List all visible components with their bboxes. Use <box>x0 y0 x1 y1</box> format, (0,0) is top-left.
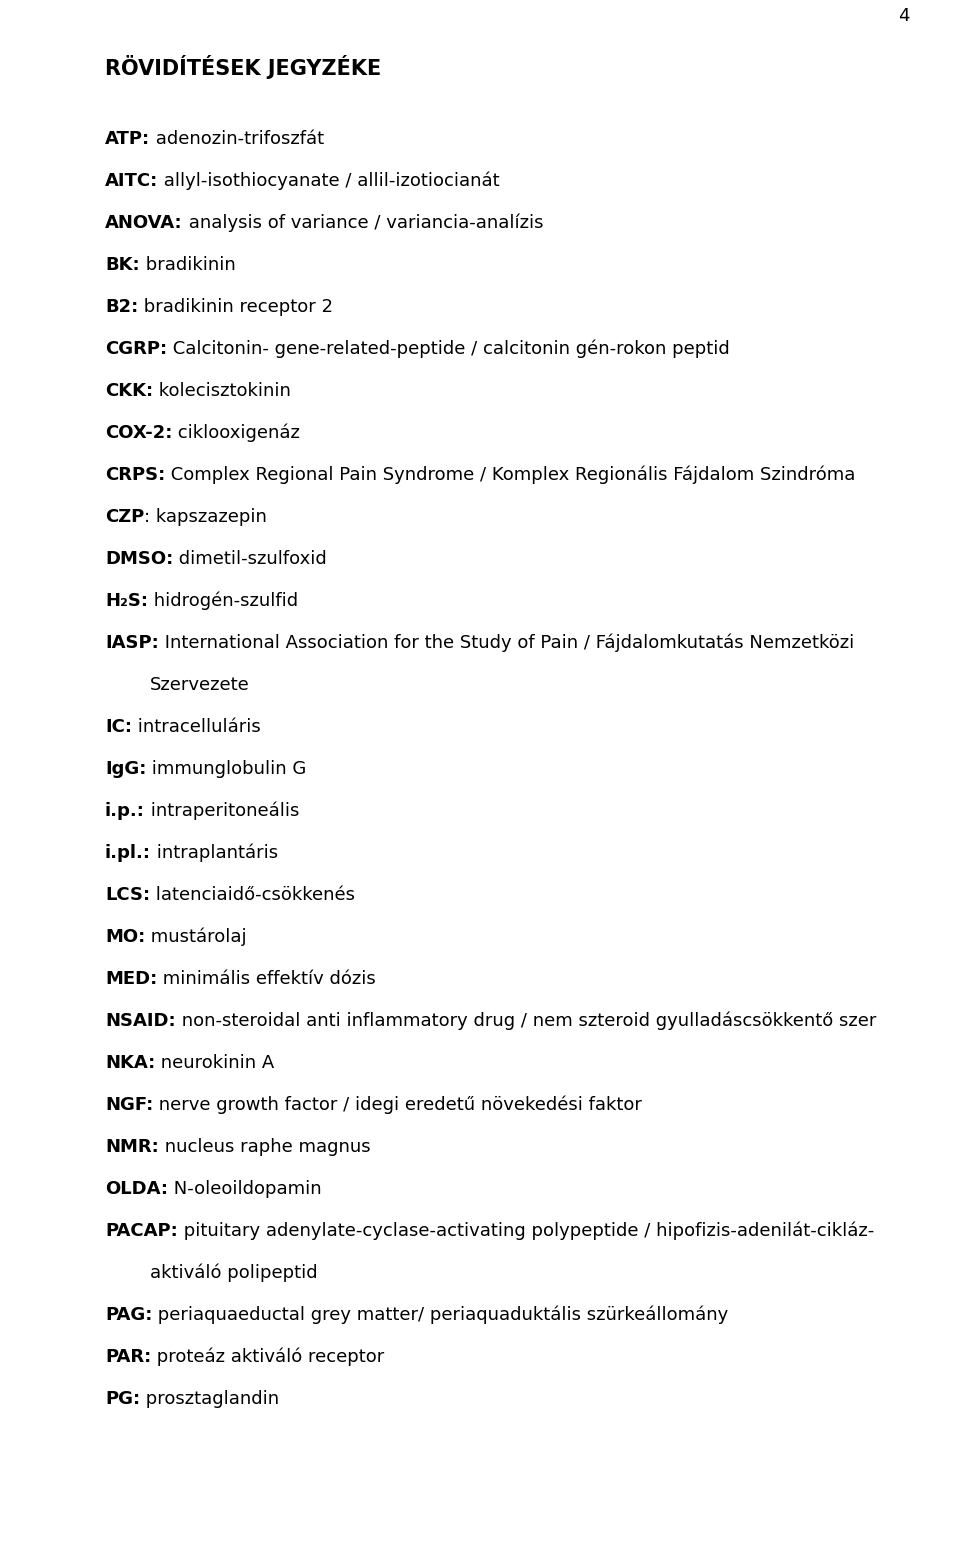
Text: PAG:: PAG: <box>105 1305 153 1324</box>
Text: NKA:: NKA: <box>105 1054 156 1072</box>
Text: proteáz aktiváló receptor: proteáz aktiváló receptor <box>152 1349 385 1367</box>
Text: IASP:: IASP: <box>105 634 158 653</box>
Text: periaquaeductal grey matter/ periaquaduktális szürkeállomány: periaquaeductal grey matter/ periaquaduk… <box>153 1305 729 1324</box>
Text: Szervezete: Szervezete <box>150 676 250 694</box>
Text: nucleus raphe magnus: nucleus raphe magnus <box>158 1139 371 1156</box>
Text: analysis of variance / variancia-analízis: analysis of variance / variancia-analízi… <box>182 214 543 233</box>
Text: aktiváló polipeptid: aktiváló polipeptid <box>150 1264 318 1282</box>
Text: CRPS:: CRPS: <box>105 466 165 485</box>
Text: adenozin-trifoszfát: adenozin-trifoszfát <box>150 130 324 148</box>
Text: N-oleoildopamin: N-oleoildopamin <box>168 1180 322 1197</box>
Text: DMSO:: DMSO: <box>105 549 173 568</box>
Text: CZP: CZP <box>105 508 144 526</box>
Text: allyl-isothiocyanate / allil-izotiocianát: allyl-isothiocyanate / allil-izotiocianá… <box>158 171 500 190</box>
Text: bradikinin receptor 2: bradikinin receptor 2 <box>138 298 333 316</box>
Text: intracelluláris: intracelluláris <box>132 717 261 736</box>
Text: non-steroidal anti inflammatory drug / nem szteroid gyulladáscsökkentő szer: non-steroidal anti inflammatory drug / n… <box>176 1012 876 1031</box>
Text: International Association for the Study of Pain / Fájdalomkutatás Nemzetközi: International Association for the Study … <box>158 634 854 653</box>
Text: minimális effektív dózis: minimális effektív dózis <box>157 971 376 988</box>
Text: 4: 4 <box>899 8 910 25</box>
Text: COX-2:: COX-2: <box>105 424 173 441</box>
Text: Calcitonin- gene-related-peptide / calcitonin gén-rokon peptid: Calcitonin- gene-related-peptide / calci… <box>167 339 730 358</box>
Text: ATP:: ATP: <box>105 130 150 148</box>
Text: AITC:: AITC: <box>105 171 158 190</box>
Text: neurokinin A: neurokinin A <box>156 1054 275 1072</box>
Text: NGF:: NGF: <box>105 1096 154 1114</box>
Text: i.p.:: i.p.: <box>105 802 145 819</box>
Text: hidrogén-szulfid: hidrogén-szulfid <box>148 593 299 611</box>
Text: PG:: PG: <box>105 1390 140 1409</box>
Text: IgG:: IgG: <box>105 761 146 778</box>
Text: PACAP:: PACAP: <box>105 1222 178 1241</box>
Text: CKK:: CKK: <box>105 383 154 400</box>
Text: i.pl.:: i.pl.: <box>105 844 151 863</box>
Text: IC:: IC: <box>105 717 132 736</box>
Text: RÖVIDÍTÉSEK JEGYZÉKE: RÖVIDÍTÉSEK JEGYZÉKE <box>105 56 381 79</box>
Text: bradikinin: bradikinin <box>139 256 235 275</box>
Text: mustárolaj: mustárolaj <box>145 927 247 946</box>
Text: kolecisztokinin: kolecisztokinin <box>154 383 291 400</box>
Text: NMR:: NMR: <box>105 1139 158 1156</box>
Text: intraperitoneális: intraperitoneális <box>145 802 300 821</box>
Text: MED:: MED: <box>105 971 157 988</box>
Text: pituitary adenylate-cyclase-activating polypeptide / hipofizis-adenilát-cikláz-: pituitary adenylate-cyclase-activating p… <box>178 1222 874 1241</box>
Text: ANOVA:: ANOVA: <box>105 214 182 231</box>
Text: LCS:: LCS: <box>105 886 150 904</box>
Text: BK:: BK: <box>105 256 139 275</box>
Text: CGRP:: CGRP: <box>105 339 167 358</box>
Text: : kapszazepin: : kapszazepin <box>144 508 267 526</box>
Text: prosztaglandin: prosztaglandin <box>140 1390 279 1409</box>
Text: Complex Regional Pain Syndrome / Komplex Regionális Fájdalom Szindróma: Complex Regional Pain Syndrome / Komplex… <box>165 466 855 485</box>
Text: immunglobulin G: immunglobulin G <box>146 761 306 778</box>
Text: H₂S:: H₂S: <box>105 593 148 609</box>
Text: intraplantáris: intraplantáris <box>151 844 278 863</box>
Text: MO:: MO: <box>105 927 145 946</box>
Text: latenciaidő-csökkenés: latenciaidő-csökkenés <box>150 886 355 904</box>
Text: nerve growth factor / idegi eredetű növekedési faktor: nerve growth factor / idegi eredetű növe… <box>154 1096 642 1114</box>
Text: ciklooxigenáz: ciklooxigenáz <box>173 424 300 443</box>
Text: NSAID:: NSAID: <box>105 1012 176 1031</box>
Text: B2:: B2: <box>105 298 138 316</box>
Text: PAR:: PAR: <box>105 1349 152 1366</box>
Text: OLDA:: OLDA: <box>105 1180 168 1197</box>
Text: dimetil-szulfoxid: dimetil-szulfoxid <box>173 549 327 568</box>
